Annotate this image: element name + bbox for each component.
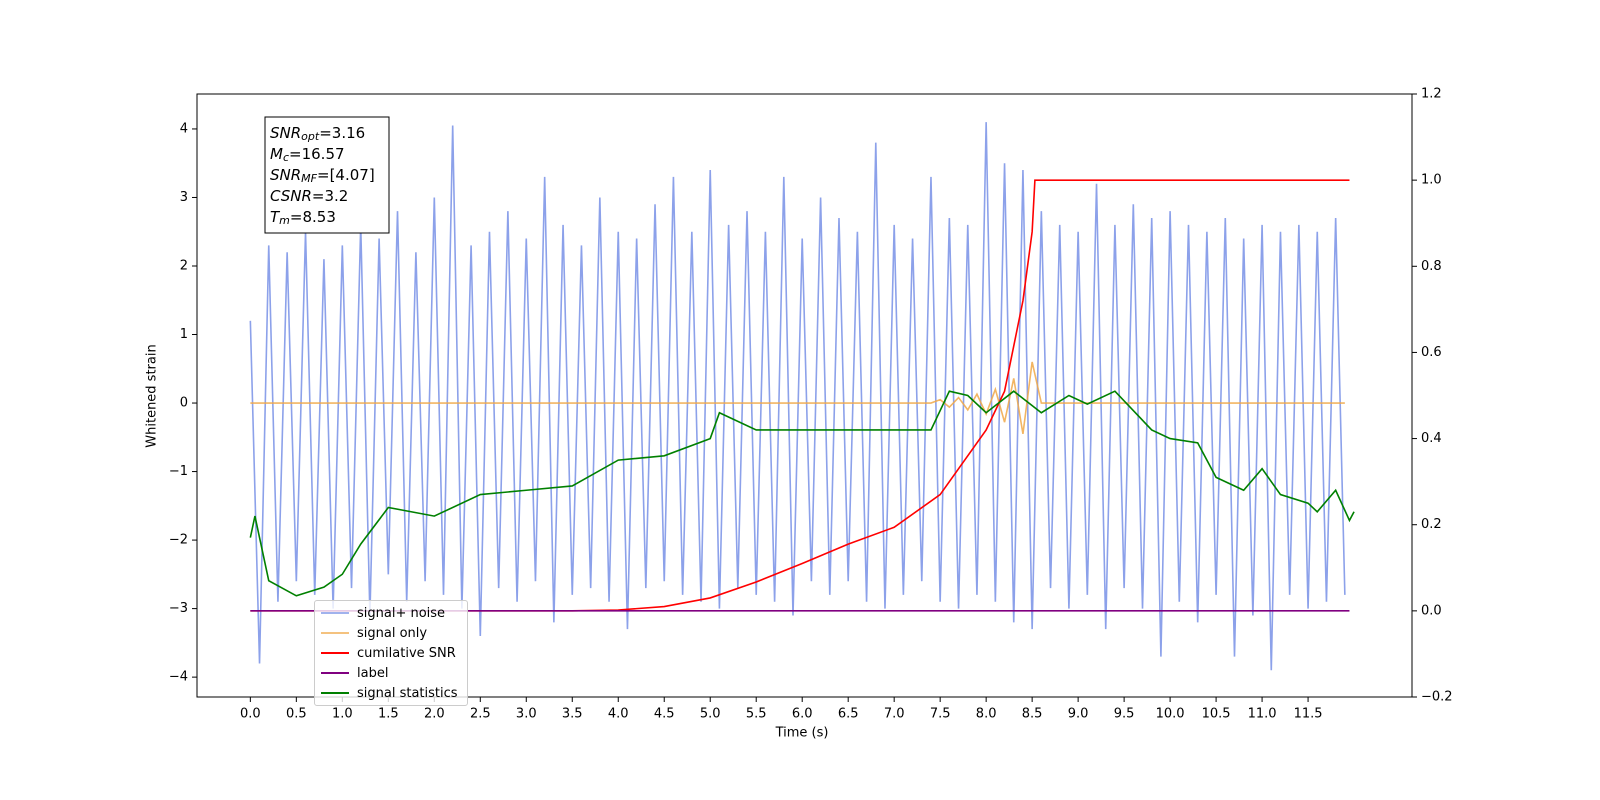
x-tick-label: 11.5 — [1294, 707, 1323, 722]
x-tick-label: 3.5 — [562, 707, 583, 722]
legend-entry: signal+ noise — [315, 603, 467, 623]
x-tick-label: 10.0 — [1156, 707, 1185, 722]
annotation-symbol: CSNR — [270, 187, 312, 205]
y-tick-label: −3 — [169, 601, 188, 616]
legend-swatch — [321, 672, 349, 674]
annotation-text: =16.57 — [289, 145, 345, 163]
legend-label: signal only — [357, 625, 428, 641]
x-tick-label: 5.0 — [700, 707, 721, 722]
x-tick-label: 9.5 — [1114, 707, 1135, 722]
x-tick-label: 2.5 — [470, 707, 491, 722]
annotation-line: SNRopt=3.16 — [270, 124, 365, 144]
x-tick-label: 6.0 — [792, 707, 813, 722]
legend-label: signal statistics — [357, 685, 458, 701]
annotation-symbol: SNR — [270, 124, 301, 142]
y2-tick-label: 1.2 — [1421, 87, 1442, 102]
x-tick-label: 6.5 — [838, 707, 859, 722]
annotation-symbol: M — [270, 145, 283, 163]
y2-tick-label: 0.2 — [1421, 517, 1442, 532]
x-tick-label: 4.5 — [654, 707, 675, 722]
y-tick-label: −1 — [169, 464, 188, 479]
legend-swatch — [321, 612, 349, 614]
x-tick-label: 8.5 — [1022, 707, 1043, 722]
annotation-symbol: SNR — [270, 166, 301, 184]
y-axis-label: Whitened strain — [145, 344, 160, 447]
legend-entry: cumilative SNR — [315, 643, 467, 663]
annotation-subscript: m — [279, 214, 290, 227]
annotation-subscript: c — [283, 151, 289, 164]
annotation-text: =8.53 — [290, 208, 336, 226]
y2-tick-label: 0.0 — [1421, 603, 1442, 618]
annotation-subscript: opt — [301, 130, 320, 143]
legend-swatch — [321, 652, 349, 654]
annotation-text: =3.2 — [312, 187, 348, 205]
annotation-line: SNRMF=[4.07] — [270, 166, 375, 186]
y2-tick-label: −0.2 — [1421, 690, 1453, 705]
legend-entry: signal statistics — [315, 683, 467, 703]
y2-tick-label: 1.0 — [1421, 173, 1442, 188]
annotation-text: =3.16 — [319, 124, 365, 142]
y2-tick-label: 0.4 — [1421, 431, 1442, 446]
y-tick-label: −2 — [169, 533, 188, 548]
legend-entry: signal only — [315, 623, 467, 643]
x-tick-label: 1.0 — [332, 707, 353, 722]
y-tick-label: 2 — [180, 258, 188, 273]
series-line — [249, 390, 1355, 597]
y-tick-label: 3 — [180, 190, 188, 205]
x-tick-label: 0.5 — [286, 707, 307, 722]
y-tick-label: −4 — [169, 670, 188, 685]
series-line — [250, 361, 1345, 435]
legend-label: label — [357, 665, 389, 681]
series-line — [249, 122, 1346, 671]
annotation-line: CSNR=3.2 — [270, 187, 348, 205]
annotation-text: =[4.07] — [317, 166, 375, 184]
x-tick-label: 2.0 — [424, 707, 445, 722]
x-axis-label: Time (s) — [775, 726, 829, 741]
plot-frame — [196, 93, 1413, 698]
legend-label: signal+ noise — [357, 605, 446, 621]
y2-tick-label: 0.6 — [1421, 345, 1442, 360]
x-tick-label: 1.5 — [378, 707, 399, 722]
y-tick-label: 4 — [180, 121, 188, 136]
annotation-frame — [264, 116, 390, 234]
x-tick-label: 4.0 — [608, 707, 629, 722]
y2-tick-label: 0.8 — [1421, 259, 1442, 274]
x-tick-label: 11.0 — [1248, 707, 1277, 722]
x-tick-label: 3.0 — [516, 707, 537, 722]
annotation-subscript: MF — [301, 172, 317, 185]
x-tick-label: 7.5 — [930, 707, 951, 722]
legend-label: cumilative SNR — [357, 645, 456, 661]
legend-entry: label — [315, 663, 467, 683]
legend-swatch — [321, 692, 349, 694]
x-tick-label: 0.0 — [240, 707, 261, 722]
x-tick-label: 8.0 — [976, 707, 997, 722]
y-tick-label: 0 — [180, 396, 188, 411]
annotation-box: SNRopt=3.16Mc=16.57SNRMF=[4.07]CSNR=3.2T… — [264, 116, 390, 234]
legend: signal+ noise signal only cumilative SNR la… — [314, 600, 468, 706]
x-tick-label: 9.0 — [1068, 707, 1089, 722]
x-tick-label: 10.5 — [1202, 707, 1231, 722]
x-tick-label: 7.0 — [884, 707, 905, 722]
x-tick-label: 5.5 — [746, 707, 767, 722]
y-tick-label: 1 — [180, 327, 188, 342]
annotation-symbol: T — [270, 208, 281, 226]
annotation-line: Tm=8.53 — [270, 208, 336, 228]
annotation-line: Mc=16.57 — [270, 145, 345, 165]
legend-swatch — [321, 632, 349, 634]
